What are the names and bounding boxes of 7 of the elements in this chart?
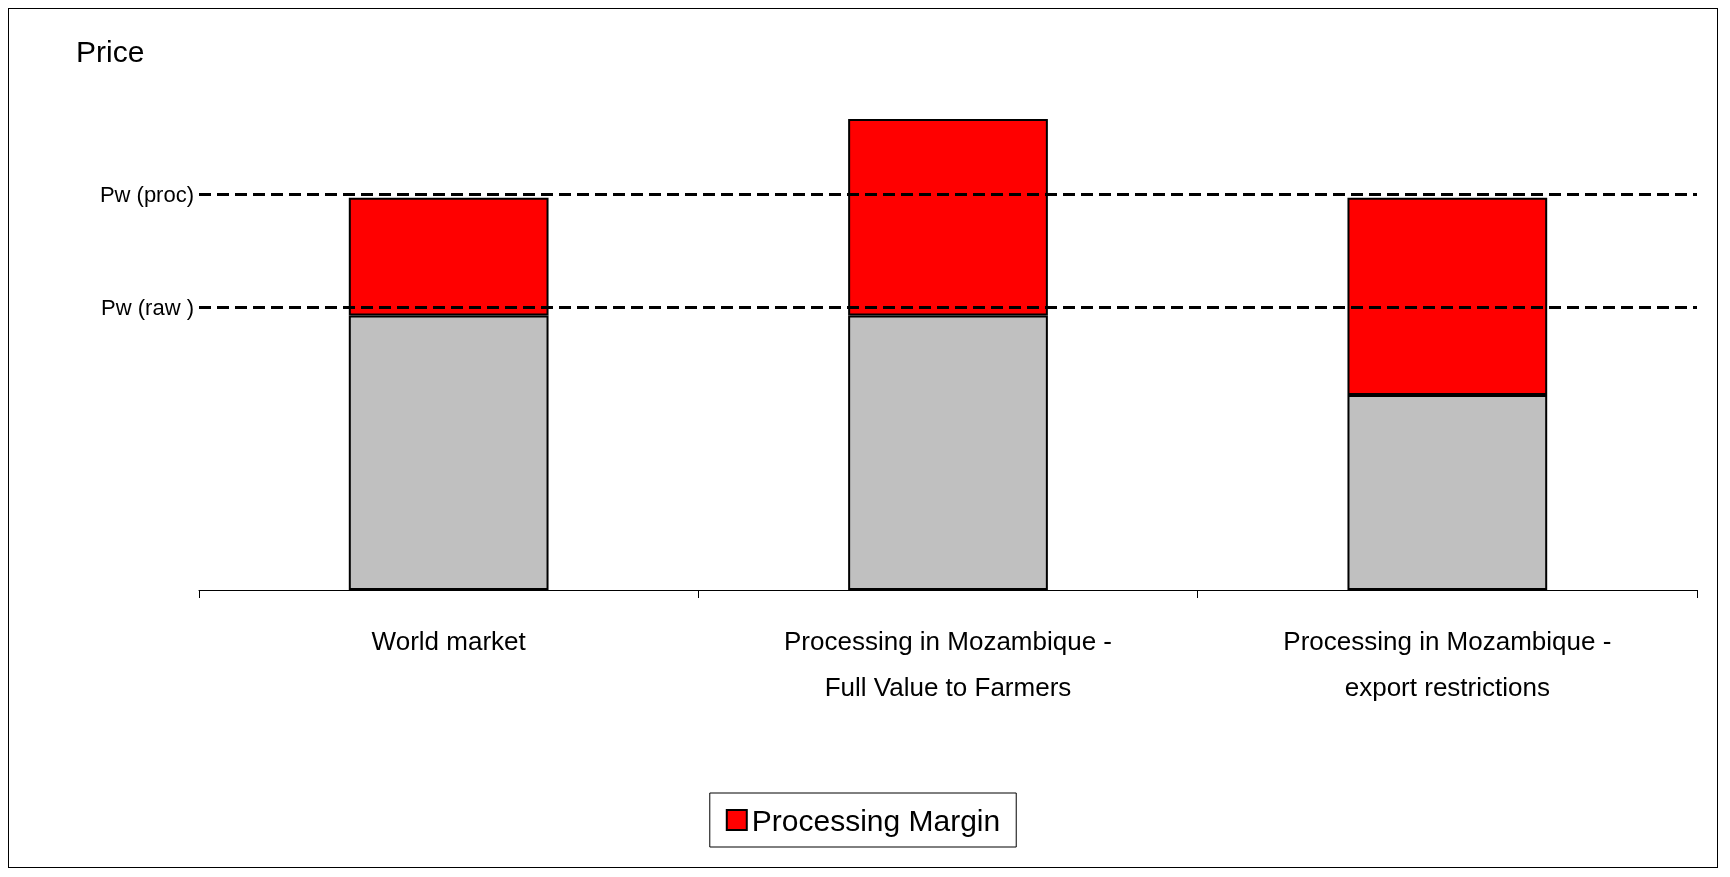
x-tick-label: Processing in Mozambique - Full Value to Farmers bbox=[783, 626, 1113, 702]
legend-label: Processing Margin bbox=[751, 803, 1001, 837]
ref-line-label: Pw (proc) bbox=[99, 181, 194, 207]
x-tick-label: World market bbox=[371, 626, 527, 656]
ref-line-label: Pw (raw ) bbox=[101, 294, 194, 320]
chart-title: Price bbox=[76, 34, 145, 68]
x-tick-label: Processing in Mozambique - export restrictions bbox=[1283, 626, 1612, 702]
